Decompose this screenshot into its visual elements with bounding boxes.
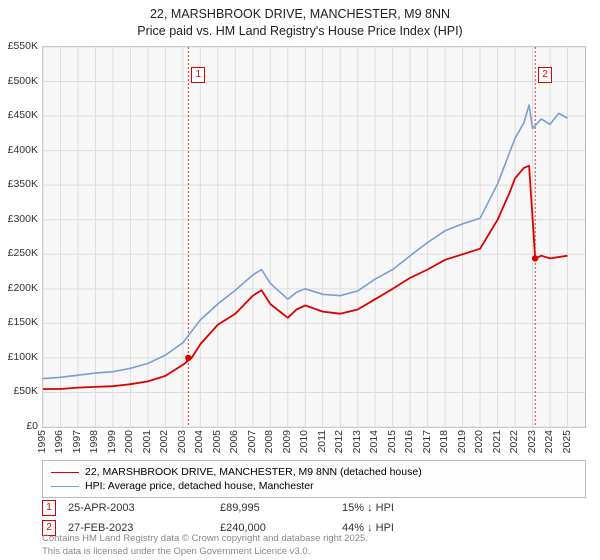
x-axis-tick-label: 2018	[438, 430, 450, 453]
y-axis-tick-label: £500K	[8, 75, 38, 87]
sale-hpi: 15% ↓ HPI	[342, 502, 394, 514]
copyright-text: Contains HM Land Registry data © Crown c…	[42, 533, 368, 558]
legend-swatch-icon	[51, 472, 79, 473]
x-axis-tick-label: 1999	[106, 430, 118, 453]
copyright-line-1: Contains HM Land Registry data © Crown c…	[42, 533, 368, 545]
x-axis-tick-label: 2025	[561, 430, 573, 453]
y-axis-tick-label: £400K	[8, 144, 38, 156]
legend-label: HPI: Average price, detached house, Manc…	[85, 480, 314, 492]
x-axis-tick-label: 2010	[298, 430, 310, 453]
x-axis-tick-label: 2005	[211, 430, 223, 453]
y-axis-tick-label: £250K	[8, 247, 38, 259]
x-axis-tick-label: 2011	[316, 430, 328, 453]
y-axis-tick-label: £300K	[8, 213, 38, 225]
x-axis-tick-label: 2006	[228, 430, 240, 453]
x-axis-tick-label: 2016	[403, 430, 415, 453]
chart-svg	[43, 47, 585, 427]
x-axis-tick-label: 1998	[88, 430, 100, 453]
title-line-1: 22, MARSHBROOK DRIVE, MANCHESTER, M9 8NN	[0, 6, 600, 23]
x-axis-tick-label: 2023	[526, 430, 538, 453]
x-axis-tick-label: 1997	[71, 430, 83, 453]
chart-title: 22, MARSHBROOK DRIVE, MANCHESTER, M9 8NN…	[0, 0, 600, 40]
x-axis-tick-label: 2009	[281, 430, 293, 453]
copyright-line-2: This data is licensed under the Open Gov…	[42, 546, 368, 558]
x-axis-tick-label: 2013	[351, 430, 363, 453]
sale-row-1: 1 25-APR-2003 £89,995 15% ↓ HPI	[42, 500, 394, 516]
title-line-2: Price paid vs. HM Land Registry's House …	[0, 23, 600, 40]
x-axis-tick-label: 2007	[246, 430, 258, 453]
x-axis-tick-label: 2020	[473, 430, 485, 453]
y-axis-tick-label: £200K	[8, 282, 38, 294]
x-axis-tick-label: 2000	[123, 430, 135, 453]
sale-date: 27-FEB-2023	[68, 522, 208, 534]
legend-label: 22, MARSHBROOK DRIVE, MANCHESTER, M9 8NN…	[85, 466, 422, 478]
x-axis-tick-label: 2012	[333, 430, 345, 453]
y-axis-tick-label: £50K	[13, 385, 38, 397]
x-axis-tick-label: 2001	[141, 430, 153, 453]
x-axis-tick-label: 2002	[158, 430, 170, 453]
x-axis-tick-label: 2022	[508, 430, 520, 453]
x-axis-tick-label: 2014	[368, 430, 380, 453]
sale-price: £89,995	[220, 502, 330, 514]
x-axis-tick-label: 2017	[421, 430, 433, 453]
legend-swatch-icon	[51, 486, 79, 487]
x-axis-tick-label: 2021	[491, 430, 503, 453]
plot-area	[42, 46, 586, 428]
sale-marker-box: 1	[191, 67, 205, 83]
x-axis-tick-label: 2008	[263, 430, 275, 453]
sale-marker-box: 2	[538, 67, 552, 83]
x-axis-tick-label: 2015	[386, 430, 398, 453]
y-axis-tick-label: £550K	[8, 40, 38, 52]
x-axis-tick-label: 1995	[36, 430, 48, 453]
y-axis-tick-label: £450K	[8, 109, 38, 121]
x-axis-tick-label: 2019	[456, 430, 468, 453]
y-axis-tick-label: £100K	[8, 351, 38, 363]
x-axis-tick-label: 2004	[193, 430, 205, 453]
sale-price: £240,000	[220, 522, 330, 534]
x-axis-tick-label: 2024	[543, 430, 555, 453]
sale-date: 25-APR-2003	[68, 502, 208, 514]
x-axis-tick-label: 1996	[53, 430, 65, 453]
sale-marker-icon: 1	[42, 500, 56, 516]
legend: 22, MARSHBROOK DRIVE, MANCHESTER, M9 8NN…	[42, 460, 586, 498]
sale-hpi: 44% ↓ HPI	[342, 522, 394, 534]
legend-item-price-paid: 22, MARSHBROOK DRIVE, MANCHESTER, M9 8NN…	[51, 465, 577, 479]
y-axis-tick-label: £150K	[8, 316, 38, 328]
y-axis-tick-label: £350K	[8, 178, 38, 190]
chart-container: 22, MARSHBROOK DRIVE, MANCHESTER, M9 8NN…	[0, 0, 600, 560]
legend-item-hpi: HPI: Average price, detached house, Manc…	[51, 479, 577, 493]
x-axis-tick-label: 2003	[176, 430, 188, 453]
